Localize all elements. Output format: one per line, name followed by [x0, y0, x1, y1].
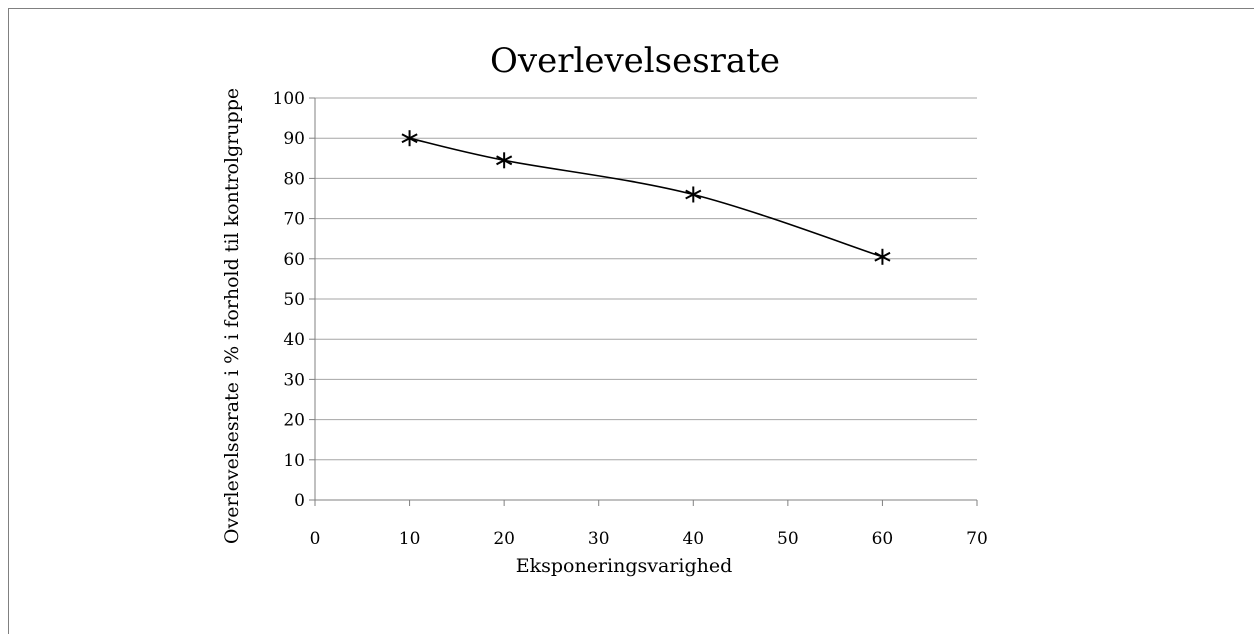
x-tick-label-40: 40: [682, 529, 704, 549]
x-tick-label-70: 70: [966, 529, 988, 549]
data-point-40: [685, 186, 702, 203]
chart-area: [8, 8, 1254, 634]
y-tick-label-0: 0: [294, 491, 305, 511]
data-point-10: [401, 130, 418, 147]
y-tick-label-100: 100: [273, 89, 305, 109]
x-tick-label-0: 0: [310, 529, 321, 549]
asterisk-stroke: [874, 251, 891, 262]
gridlines: [315, 97, 977, 461]
y-tick-label-50: 50: [283, 290, 305, 310]
asterisk-stroke: [401, 133, 418, 144]
x-tick-label-50: 50: [777, 529, 799, 549]
y-tick-label-80: 80: [283, 169, 305, 189]
y-tick-label-90: 90: [283, 129, 305, 149]
tick-labels: 0 10 20 30 40 50 60 70 80 90 100 0 10 20 30 40 50 60 70: [273, 89, 988, 549]
series: [401, 130, 891, 265]
asterisk-stroke: [685, 189, 702, 200]
data-point-20: [496, 152, 513, 169]
series-line-0: [409, 137, 883, 258]
y-tick-label-20: 20: [283, 411, 305, 431]
x-tick-label-60: 60: [872, 529, 894, 549]
x-axis-label: Eksponeringsvarighed: [516, 555, 733, 577]
y-tick-label-10: 10: [283, 451, 305, 471]
data-point-60: [874, 248, 891, 265]
y-tick-label-30: 30: [283, 370, 305, 390]
y-axis-label: Overlevelsesrate i % i forhold til kontr…: [221, 88, 243, 544]
x-tick-label-30: 30: [588, 529, 610, 549]
chart-title: Overlevelsesrate: [490, 41, 780, 81]
x-tick-label-20: 20: [493, 529, 515, 549]
x-tick-label-10: 10: [399, 529, 421, 549]
asterisk-stroke: [496, 155, 513, 166]
y-tick-label-60: 60: [283, 250, 305, 270]
y-tick-label-70: 70: [283, 210, 305, 230]
axes: [309, 97, 978, 506]
y-tick-label-40: 40: [283, 330, 305, 350]
